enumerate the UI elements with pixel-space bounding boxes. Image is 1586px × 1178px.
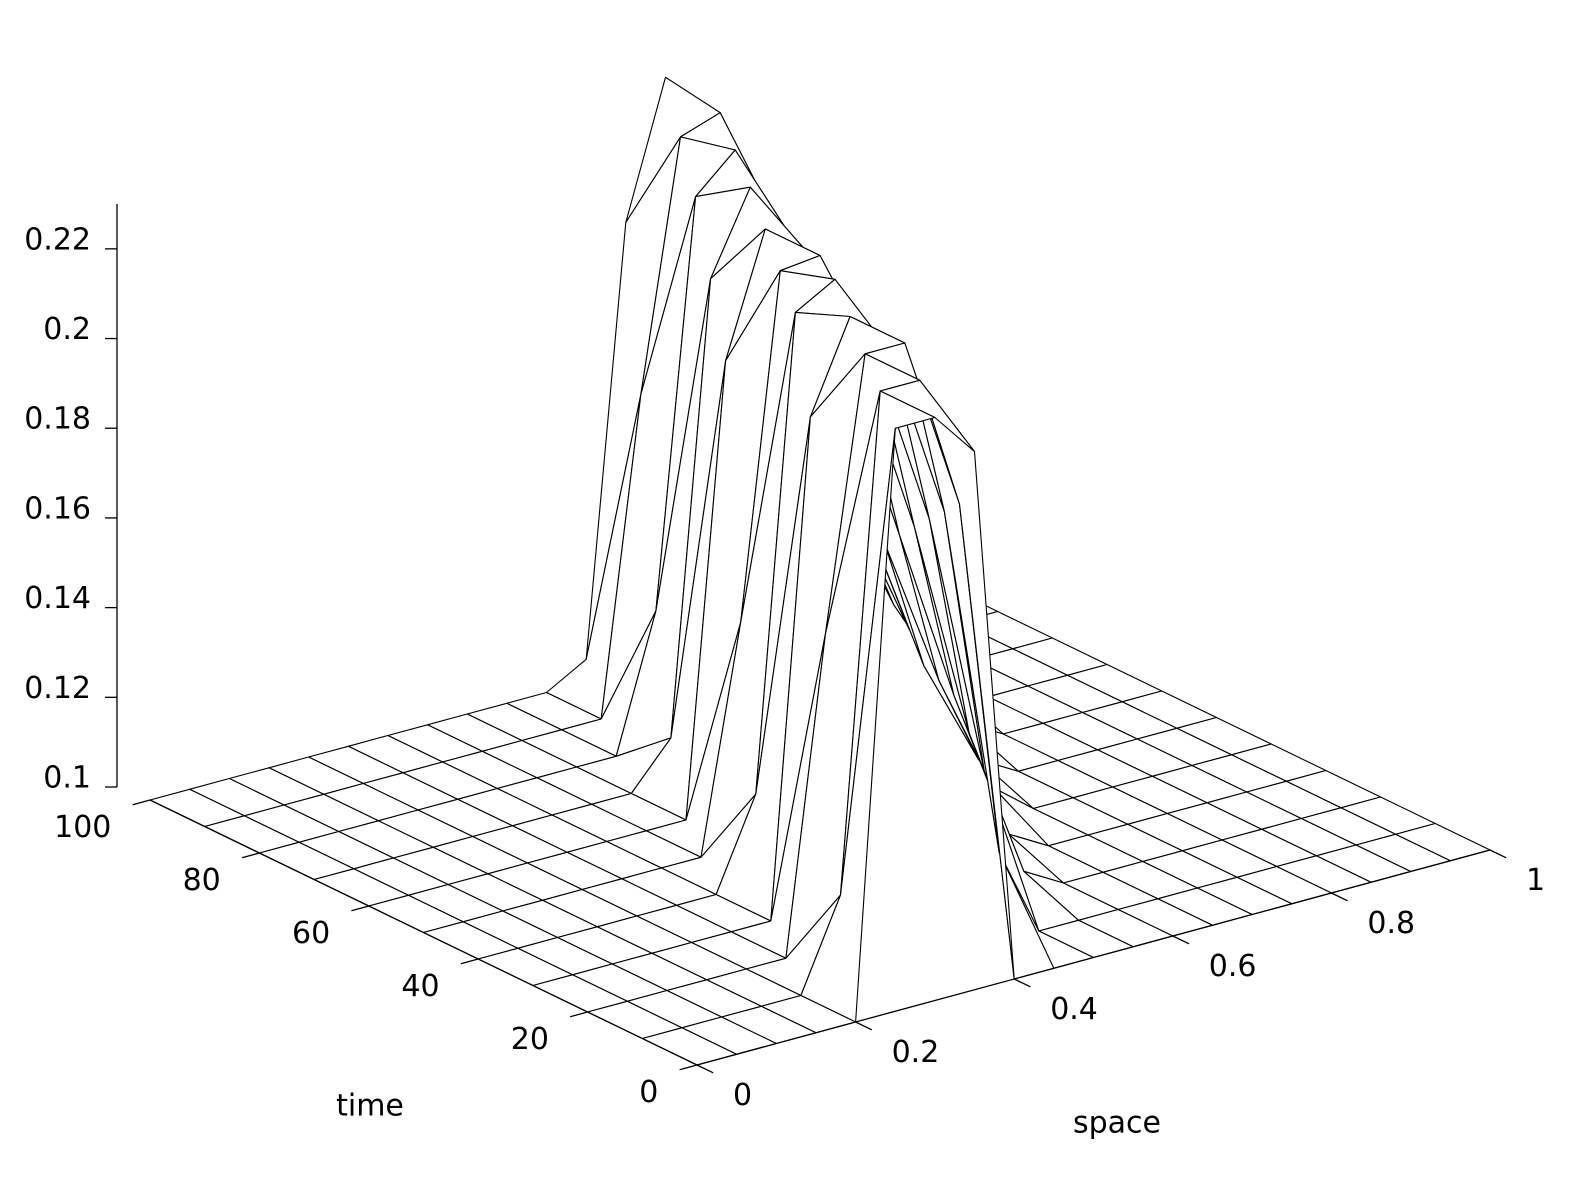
- x-tick: [696, 1064, 714, 1074]
- y-tick-label: 60: [292, 916, 330, 951]
- y-tick: [570, 1011, 588, 1018]
- x-tick-label: 0.8: [1367, 906, 1415, 941]
- x-tick: [1331, 892, 1348, 902]
- z-tick-label: 0.16: [24, 491, 91, 526]
- x-axis-line: [696, 849, 1491, 1066]
- x-tick: [1013, 978, 1031, 988]
- z-tick-label: 0.14: [24, 581, 91, 616]
- y-tick-label: 0: [639, 1075, 658, 1110]
- x-tick-label: 0.2: [892, 1035, 940, 1070]
- x-tick-label: 0: [733, 1078, 752, 1113]
- y-tick: [679, 1064, 698, 1071]
- y-tick: [241, 852, 260, 859]
- x-tick: [1489, 849, 1507, 859]
- x-axis-label: space: [1073, 1106, 1161, 1141]
- z-tick-label: 0.22: [24, 222, 91, 257]
- x-tick-label: 0.6: [1209, 949, 1257, 984]
- z-tick-label: 0.18: [24, 402, 91, 437]
- y-axis-line: [149, 799, 698, 1066]
- y-tick-label: 40: [401, 969, 439, 1004]
- y-tick: [132, 799, 151, 806]
- y-tick: [351, 905, 369, 912]
- y-tick-label: 80: [183, 863, 221, 898]
- x-tick-label: 1: [1526, 863, 1545, 898]
- z-tick-label: 0.2: [43, 312, 91, 347]
- y-tick-label: 100: [54, 810, 111, 845]
- x-tick: [855, 1021, 873, 1031]
- z-tick-label: 0.12: [24, 671, 91, 706]
- y-axis-label: time: [336, 1089, 404, 1124]
- y-tick-label: 20: [511, 1022, 549, 1057]
- x-tick: [1172, 935, 1190, 945]
- y-tick: [460, 958, 479, 965]
- z-tick-label: 0.1: [43, 761, 91, 796]
- x-tick-label: 0.4: [1050, 992, 1098, 1027]
